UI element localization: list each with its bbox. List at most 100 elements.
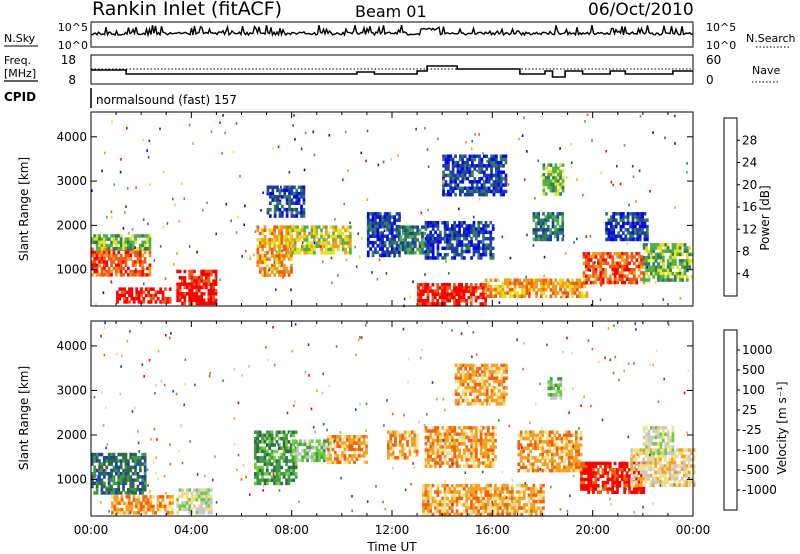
heatmap-cell — [604, 252, 607, 256]
heatmap-cell — [475, 154, 479, 158]
heatmap-cell — [490, 386, 494, 390]
heatmap-cell — [401, 225, 405, 229]
scatter-cell — [173, 263, 175, 266]
heatmap-cell — [124, 491, 128, 495]
heatmap-cell — [534, 433, 537, 438]
heatmap-cell — [681, 243, 684, 247]
heatmap-cell — [520, 506, 524, 510]
heatmap-cell — [556, 166, 560, 171]
heatmap-cell — [93, 475, 97, 479]
heatmap-cell — [485, 154, 489, 158]
heatmap-cell — [531, 468, 535, 473]
heatmap-cell — [532, 503, 536, 507]
heatmap-cell — [626, 228, 630, 232]
heatmap-cell — [100, 462, 104, 466]
heatmap-cell — [647, 255, 651, 260]
heatmap-cell — [634, 221, 637, 226]
heatmap-cell — [315, 452, 319, 456]
scatter-cell — [162, 170, 165, 174]
heatmap-cell — [448, 230, 452, 235]
heatmap-cell — [678, 243, 682, 247]
heatmap-cell — [539, 218, 543, 222]
heatmap-cell — [318, 439, 321, 443]
heatmap-cell — [261, 433, 264, 438]
heatmap-cell — [200, 272, 203, 277]
heatmap-cell — [674, 243, 677, 247]
heatmap-cell — [474, 289, 478, 293]
scatter-cell — [147, 156, 150, 159]
heatmap-cell — [415, 440, 419, 444]
heatmap-cell — [282, 254, 286, 258]
heatmap-cell — [513, 503, 516, 507]
heatmap-cell — [136, 260, 140, 264]
heatmap-cell — [513, 291, 517, 295]
heatmap-cell — [411, 436, 414, 441]
heatmap-cell — [546, 452, 549, 457]
heatmap-cell — [282, 456, 286, 460]
heatmap-cell — [565, 456, 569, 460]
heatmap-cell — [302, 195, 306, 199]
heatmap-cell — [118, 297, 122, 301]
heatmap-cell — [209, 504, 213, 508]
heatmap-cell — [207, 501, 211, 505]
heatmap-cell — [450, 490, 454, 494]
heatmap-cell — [275, 244, 279, 249]
heatmap-cell — [489, 233, 493, 238]
heatmap-cell — [436, 246, 440, 251]
heatmap-cell — [378, 215, 382, 219]
heatmap-cell — [214, 279, 218, 283]
heatmap-cell — [453, 445, 457, 449]
colorbar-tick-label: 24 — [742, 156, 757, 170]
heatmap-cell — [479, 286, 483, 290]
heatmap-cell — [271, 195, 275, 199]
heatmap-cell — [110, 491, 113, 495]
heatmap-cell — [499, 291, 502, 295]
heatmap-cell — [188, 285, 191, 290]
heatmap-cell — [631, 234, 635, 238]
heatmap-cell — [140, 290, 143, 295]
heatmap-cell — [491, 438, 495, 443]
heatmap-cell — [393, 215, 396, 219]
heatmap-cell — [369, 240, 372, 245]
heatmap-cell — [443, 461, 447, 465]
heatmap-cell — [570, 449, 573, 454]
heatmap-cell — [476, 382, 479, 387]
heatmap-cell — [337, 228, 340, 233]
heatmap-cell — [491, 429, 495, 433]
heatmap-cell — [421, 302, 425, 306]
heatmap-cell — [424, 227, 428, 231]
heatmap-cell — [112, 468, 116, 473]
scatter-cell — [244, 204, 246, 208]
heatmap-cell — [293, 238, 297, 242]
heatmap-cell — [334, 438, 337, 442]
heatmap-cell — [275, 430, 279, 434]
heatmap-cell — [275, 468, 279, 473]
heatmap-cell — [118, 498, 121, 502]
scatter-cell — [162, 226, 165, 229]
heatmap-cell — [278, 459, 281, 463]
heatmap-cell — [477, 230, 481, 235]
scatter-cell — [424, 273, 426, 276]
heatmap-cell — [534, 212, 538, 216]
heatmap-cell — [141, 475, 145, 479]
heatmap-cell — [137, 293, 141, 298]
heatmap-cell — [522, 483, 526, 488]
heatmap-cell — [495, 157, 498, 162]
heatmap-cell — [395, 234, 399, 238]
heatmap-cell — [115, 495, 119, 499]
heatmap-cell — [626, 212, 630, 216]
heatmap-cell — [273, 263, 276, 268]
heatmap-cell — [515, 503, 519, 507]
heatmap-cell — [554, 291, 558, 295]
heatmap-cell — [141, 456, 145, 460]
scatter-cell — [482, 152, 484, 155]
heatmap-cell — [451, 167, 455, 171]
heatmap-cell — [548, 449, 552, 454]
heatmap-cell — [542, 185, 546, 190]
heatmap-cell — [582, 271, 586, 275]
heatmap-cell — [542, 192, 546, 196]
heatmap-cell — [275, 475, 279, 479]
heatmap-cell — [594, 271, 598, 275]
heatmap-cell — [266, 211, 270, 215]
heatmap-cell — [547, 179, 550, 183]
